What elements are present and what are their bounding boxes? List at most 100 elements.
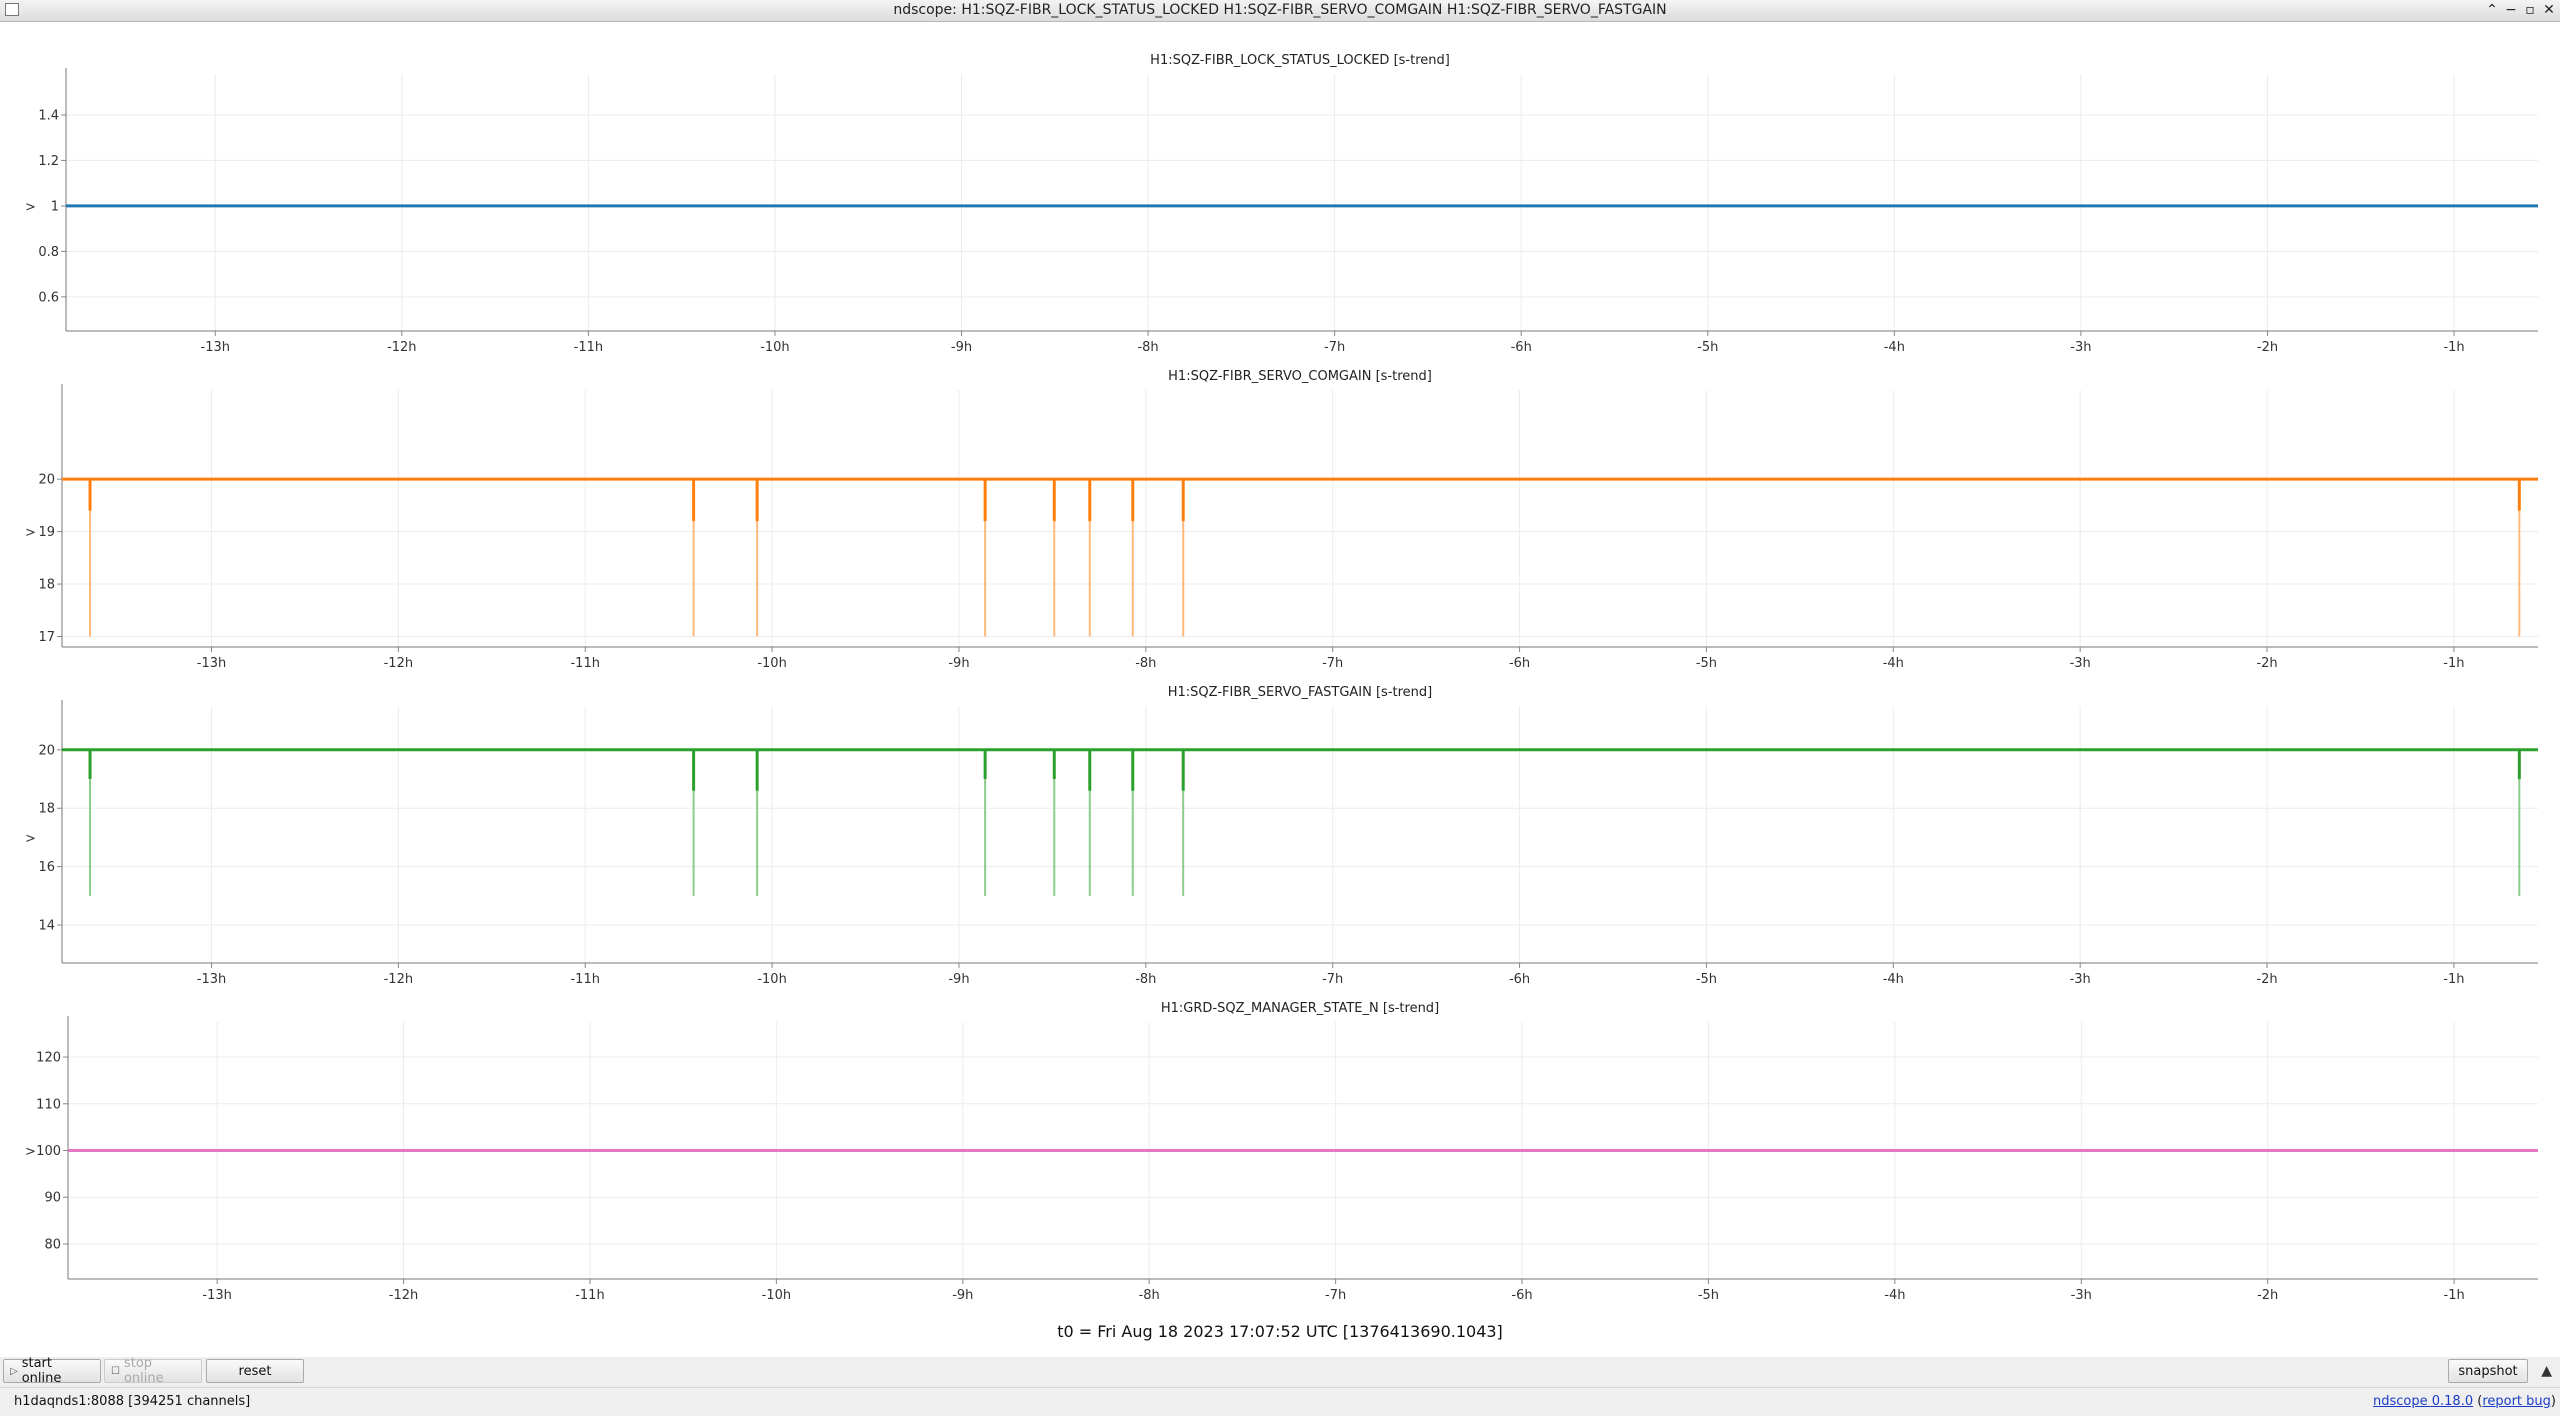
- version-area: ndscope 0.18.0 (report bug): [2373, 1394, 2556, 1409]
- t0-label: t0 = Fri Aug 18 2023 17:07:52 UTC [13764…: [1057, 1322, 1503, 1341]
- y-tick-label: 0.8: [38, 245, 59, 260]
- maximize-button[interactable]: ▫: [2525, 2, 2535, 18]
- plot-2[interactable]: H1:SQZ-FIBR_SERVO_COMGAIN [s-trend] -13h -…: [25, 369, 2538, 671]
- stop-online-button: ☐ stop online: [104, 1356, 202, 1386]
- app-icon[interactable]: [5, 3, 19, 16]
- x-tick-label: -11h: [574, 340, 603, 355]
- x-tick-label: -13h: [197, 972, 226, 987]
- x-tick-label: -13h: [201, 340, 230, 355]
- x-tick-label: -9h: [952, 1288, 973, 1303]
- x-tick-label: -10h: [760, 340, 789, 355]
- x-tick-label: -11h: [570, 972, 599, 987]
- snapshot-button[interactable]: snapshot: [2448, 1359, 2528, 1383]
- x-tick-label: -4h: [1883, 972, 1904, 987]
- x-tick-label: -12h: [387, 340, 416, 355]
- x-tick-label: -3h: [2070, 972, 2091, 987]
- control-bar: ▷ start online ☐ stop online reset snaps…: [0, 1356, 2560, 1387]
- x-tick-label: -1h: [2444, 1288, 2465, 1303]
- plot-1[interactable]: H1:SQZ-FIBR_LOCK_STATUS_LOCKED [s-trend]…: [25, 53, 2538, 355]
- x-tick-label: -9h: [951, 340, 972, 355]
- y-tick-label: 1.2: [38, 154, 59, 169]
- y-tick-label: 14: [38, 919, 55, 934]
- x-tick-label: -9h: [948, 972, 969, 987]
- x-tick-label: -7h: [1324, 340, 1345, 355]
- chevron-up-icon[interactable]: ▲: [2541, 1363, 2552, 1379]
- x-tick-label: -8h: [1135, 972, 1156, 987]
- x-tick-label: -2h: [2256, 656, 2277, 671]
- y-tick-label: 16: [38, 860, 55, 875]
- x-tick-label: -10h: [762, 1288, 791, 1303]
- plot-title: H1:SQZ-FIBR_LOCK_STATUS_LOCKED [s-trend]: [1150, 53, 1450, 68]
- y-tick-label: 19: [38, 525, 55, 540]
- checkbox-icon: ☐: [111, 1365, 120, 1377]
- close-button[interactable]: ✕: [2543, 2, 2555, 18]
- y-tick-label: 0.6: [38, 290, 59, 305]
- reset-button[interactable]: reset: [206, 1359, 304, 1383]
- play-icon: ▷: [10, 1365, 18, 1377]
- y-tick-label: 18: [38, 578, 55, 593]
- x-tick-label: -5h: [1696, 656, 1717, 671]
- x-tick-label: -4h: [1883, 656, 1904, 671]
- server-info: h1daqnds1:8088 [394251 channels]: [14, 1394, 251, 1409]
- x-tick-label: -7h: [1325, 1288, 1346, 1303]
- y-cursor-marker[interactable]: >: [25, 526, 36, 541]
- x-tick-label: -10h: [757, 656, 786, 671]
- x-tick-label: -13h: [197, 656, 226, 671]
- x-tick-label: -6h: [1509, 656, 1530, 671]
- x-tick-label: -10h: [757, 972, 786, 987]
- y-tick-label: 1.4: [38, 108, 59, 123]
- x-tick-label: -12h: [389, 1288, 418, 1303]
- x-tick-label: -7h: [1322, 972, 1343, 987]
- plot-4[interactable]: H1:GRD-SQZ_MANAGER_STATE_N [s-trend] -13h…: [25, 1001, 2538, 1303]
- x-tick-label: -8h: [1135, 656, 1156, 671]
- x-tick-label: -1h: [2443, 340, 2464, 355]
- y-tick-label: 120: [36, 1051, 61, 1066]
- x-tick-label: -3h: [2070, 340, 2091, 355]
- paren-open: (: [2477, 1394, 2483, 1409]
- x-tick-label: -2h: [2256, 972, 2277, 987]
- x-tick-label: -3h: [2070, 656, 2091, 671]
- y-tick-label: 1: [51, 199, 59, 214]
- status-bar: h1daqnds1:8088 [394251 channels] ndscope…: [0, 1387, 2560, 1416]
- x-tick-label: -7h: [1322, 656, 1343, 671]
- y-tick-label: 18: [38, 802, 55, 817]
- shade-window-button[interactable]: ⌃: [2486, 2, 2498, 18]
- x-tick-label: -6h: [1511, 340, 1532, 355]
- y-cursor-marker[interactable]: >: [25, 831, 36, 846]
- x-tick-label: -11h: [575, 1288, 604, 1303]
- plot-title: H1:GRD-SQZ_MANAGER_STATE_N [s-trend]: [1161, 1001, 1439, 1016]
- x-tick-label: -11h: [570, 656, 599, 671]
- start-online-label: start online: [21, 1356, 62, 1386]
- y-tick-label: 20: [38, 743, 55, 758]
- y-cursor-marker[interactable]: >: [25, 1145, 36, 1160]
- report-bug-link[interactable]: report bug: [2482, 1394, 2551, 1409]
- y-tick-label: 90: [44, 1191, 61, 1206]
- version-link[interactable]: ndscope 0.18.0: [2373, 1394, 2474, 1409]
- x-tick-label: -2h: [2257, 1288, 2278, 1303]
- start-online-button[interactable]: ▷ start online: [3, 1356, 101, 1386]
- snapshot-label: snapshot: [2458, 1363, 2518, 1379]
- x-tick-label: -5h: [1698, 1288, 1719, 1303]
- x-tick-label: -12h: [384, 972, 413, 987]
- x-tick-label: -4h: [1884, 1288, 1905, 1303]
- plot-area[interactable]: H1:SQZ-FIBR_LOCK_STATUS_LOCKED [s-trend]…: [0, 22, 2560, 1352]
- stop-online-label: stop online: [123, 1356, 164, 1386]
- y-tick-label: 110: [36, 1097, 61, 1112]
- y-cursor-marker[interactable]: >: [25, 200, 36, 215]
- window-titlebar[interactable]: ndscope: H1:SQZ-FIBR_LOCK_STATUS_LOCKED …: [0, 0, 2560, 22]
- x-tick-label: -6h: [1511, 1288, 1532, 1303]
- x-tick-label: -1h: [2443, 656, 2464, 671]
- plot-3[interactable]: H1:SQZ-FIBR_SERVO_FASTGAIN [s-trend] -13h…: [25, 685, 2538, 987]
- x-tick-label: -9h: [948, 656, 969, 671]
- plot-title: H1:SQZ-FIBR_SERVO_FASTGAIN [s-trend]: [1168, 685, 1433, 700]
- paren-close: ): [2550, 1394, 2556, 1409]
- x-tick-label: -2h: [2257, 340, 2278, 355]
- x-tick-label: -3h: [2071, 1288, 2092, 1303]
- minimize-button[interactable]: −: [2505, 2, 2517, 18]
- plot-title: H1:SQZ-FIBR_SERVO_COMGAIN [s-trend]: [1168, 369, 1432, 384]
- x-tick-label: -5h: [1697, 340, 1718, 355]
- x-tick-label: -8h: [1137, 340, 1158, 355]
- x-tick-label: -13h: [202, 1288, 231, 1303]
- y-tick-label: 20: [38, 473, 55, 488]
- x-tick-label: -1h: [2443, 972, 2464, 987]
